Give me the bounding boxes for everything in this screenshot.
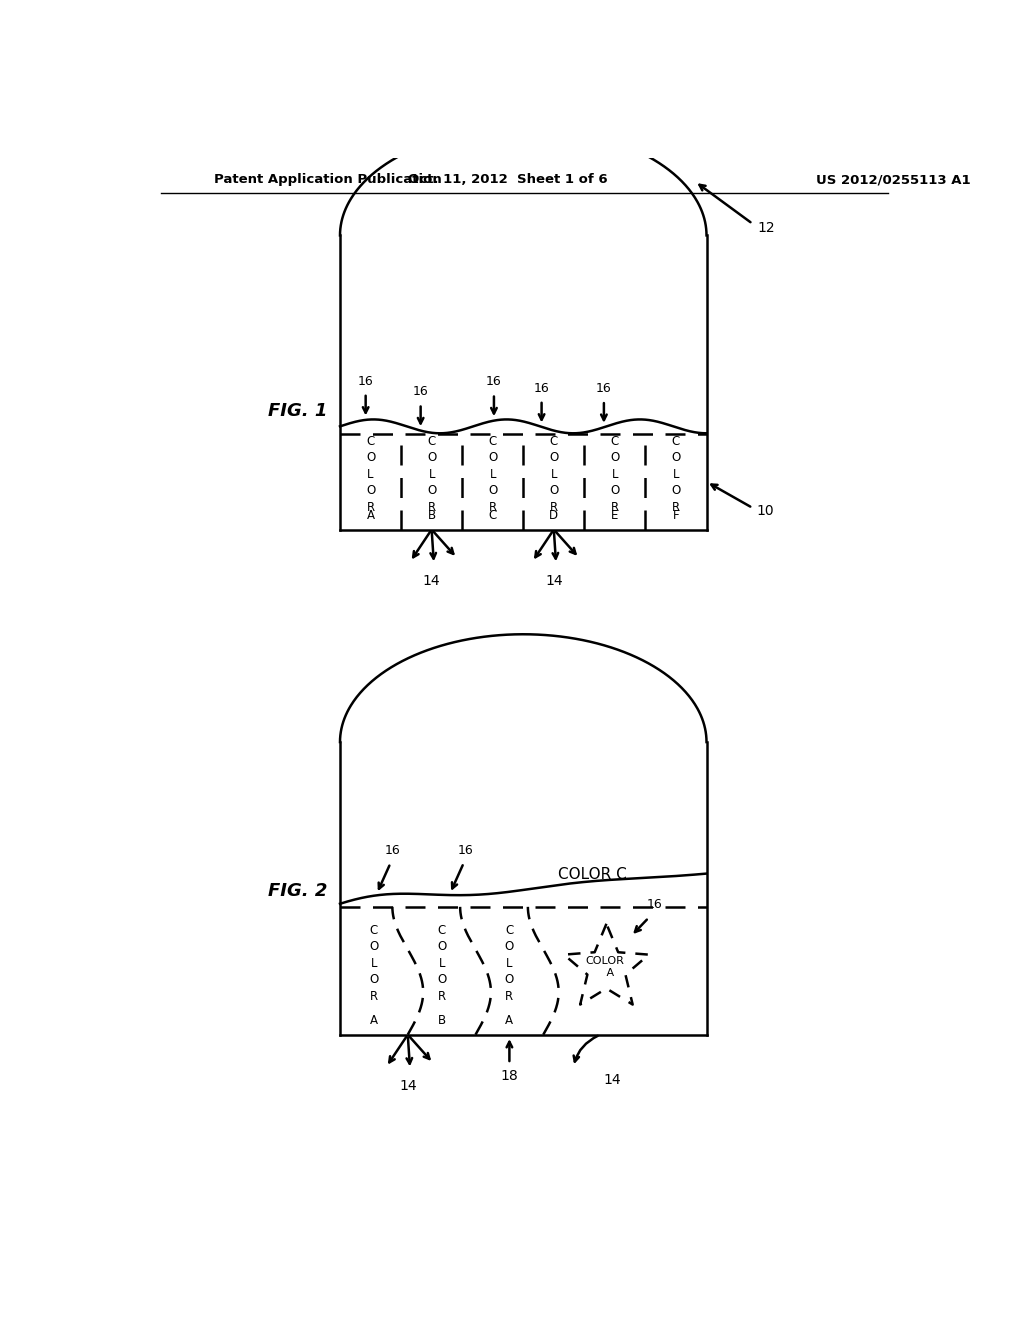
Text: C
O
L
O
R: C O L O R (610, 434, 620, 513)
Text: 14: 14 (423, 574, 440, 589)
Text: C
O
L
O
R: C O L O R (488, 434, 498, 513)
Text: E: E (611, 510, 618, 523)
Text: 16: 16 (458, 843, 473, 857)
Text: US 2012/0255113 A1: US 2012/0255113 A1 (816, 173, 971, 186)
Text: C
O
L
O
R: C O L O R (427, 434, 436, 513)
Text: 16: 16 (413, 385, 428, 399)
Text: FIG. 1: FIG. 1 (267, 403, 327, 420)
Text: FIG. 2: FIG. 2 (267, 882, 327, 900)
Text: 16: 16 (596, 381, 611, 395)
Text: 16: 16 (384, 843, 400, 857)
Text: 16: 16 (486, 375, 502, 388)
Text: 16: 16 (646, 898, 663, 911)
Text: 14: 14 (545, 574, 562, 589)
Text: 14: 14 (399, 1080, 417, 1093)
Text: C
O
L
O
R: C O L O R (672, 434, 681, 513)
Text: B: B (437, 1014, 445, 1027)
Text: C
O
L
O
R: C O L O R (549, 434, 558, 513)
Text: 10: 10 (757, 504, 774, 517)
Text: F: F (673, 510, 679, 523)
Text: C
O
L
O
R: C O L O R (505, 924, 514, 1003)
Text: Oct. 11, 2012  Sheet 1 of 6: Oct. 11, 2012 Sheet 1 of 6 (408, 173, 607, 186)
Text: 16: 16 (357, 375, 374, 388)
Text: COLOR
   A: COLOR A (586, 956, 625, 978)
Text: C
O
L
O
R: C O L O R (370, 924, 379, 1003)
Text: C: C (488, 510, 497, 523)
Text: C
O
L
O
R: C O L O R (437, 924, 446, 1003)
Text: B: B (428, 510, 435, 523)
Text: A: A (367, 510, 375, 523)
Text: D: D (549, 510, 558, 523)
Text: C
O
L
O
R: C O L O R (366, 434, 375, 513)
Text: A: A (506, 1014, 513, 1027)
Text: A: A (370, 1014, 378, 1027)
Text: 12: 12 (758, 220, 775, 235)
Text: Patent Application Publication: Patent Application Publication (214, 173, 441, 186)
Text: 16: 16 (534, 381, 550, 395)
Text: 14: 14 (603, 1073, 621, 1088)
Text: 18: 18 (501, 1069, 518, 1084)
Text: COLOR C: COLOR C (558, 867, 627, 882)
